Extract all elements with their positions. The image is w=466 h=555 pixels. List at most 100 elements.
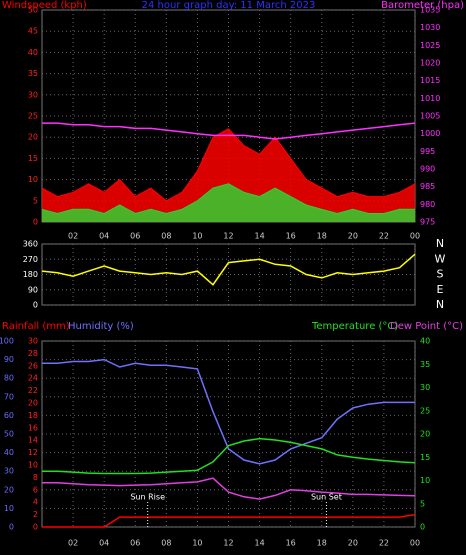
y2-tick-label: W bbox=[435, 252, 446, 265]
series-label: Temperature (°C) bbox=[311, 321, 398, 332]
y-tick-label: 50 bbox=[28, 6, 38, 15]
x-tick-label: 12 bbox=[223, 232, 233, 241]
y2-tick-label: N bbox=[436, 237, 444, 250]
x-tick-label: 14 bbox=[254, 539, 264, 548]
y2-tick-label: 30 bbox=[420, 383, 430, 392]
area bbox=[42, 183, 415, 222]
y-tick-label: 20 bbox=[28, 133, 38, 142]
y-tick-label: 25 bbox=[28, 112, 38, 121]
y3-tick-label: 8 bbox=[33, 473, 38, 482]
y-tick-label: 90 bbox=[28, 285, 38, 294]
line bbox=[42, 437, 416, 475]
line bbox=[42, 513, 416, 528]
y2-tick-label: 25 bbox=[420, 406, 430, 415]
x-tick-label: 02 bbox=[68, 232, 78, 241]
x-tick-label: 08 bbox=[161, 539, 171, 548]
line bbox=[41, 128, 416, 202]
y3-tick-label: 10 bbox=[28, 461, 38, 470]
y3-tick-label: 6 bbox=[33, 485, 38, 494]
series-label: Windspeed (kph) bbox=[2, 0, 87, 11]
y-tick-label: 10 bbox=[4, 504, 14, 513]
y3-tick-label: 24 bbox=[28, 374, 38, 383]
area bbox=[42, 128, 415, 222]
y3-tick-label: 28 bbox=[28, 349, 38, 358]
chart-title: 24 hour graph day: 11 March 2023 bbox=[142, 0, 316, 11]
y2-tick-label: 40 bbox=[420, 337, 430, 346]
y-tick-label: 60 bbox=[4, 411, 14, 420]
y-tick-label: 360 bbox=[23, 240, 38, 249]
y3-tick-label: 16 bbox=[28, 423, 38, 432]
y2-tick-label: 1000 bbox=[420, 129, 440, 138]
y2-tick-label: 10 bbox=[420, 476, 430, 485]
y2-tick-label: 1025 bbox=[420, 41, 440, 50]
y-tick-label: 80 bbox=[4, 374, 14, 383]
x-tick-label: 16 bbox=[286, 539, 296, 548]
y2-tick-label: 0 bbox=[420, 523, 425, 532]
y2-tick-label: 990 bbox=[420, 165, 435, 174]
y-tick-label: 30 bbox=[4, 467, 14, 476]
line bbox=[42, 477, 416, 500]
x-tick-label: 02 bbox=[68, 539, 78, 548]
x-tick-label: 18 bbox=[317, 539, 327, 548]
line bbox=[42, 358, 415, 465]
y2-tick-label: 980 bbox=[420, 200, 435, 209]
x-tick-label: 06 bbox=[130, 232, 140, 241]
y2-tick-label: 995 bbox=[420, 147, 435, 156]
y3-tick-label: 4 bbox=[33, 498, 38, 507]
y-tick-label: 50 bbox=[4, 430, 14, 439]
x-tick-label: 20 bbox=[348, 539, 358, 548]
line bbox=[41, 253, 416, 286]
y3-tick-label: 26 bbox=[28, 361, 38, 370]
y3-tick-label: 0 bbox=[33, 523, 38, 532]
series-label: Humidity (%) bbox=[68, 321, 134, 332]
x-tick-label: 04 bbox=[99, 232, 109, 241]
y-tick-label: 35 bbox=[28, 69, 38, 78]
y3-tick-label: 18 bbox=[28, 411, 38, 420]
annotation: Sun Rise bbox=[130, 493, 165, 502]
x-tick-label: 22 bbox=[379, 539, 389, 548]
annotation: Sun Set bbox=[311, 493, 342, 502]
y3-tick-label: 2 bbox=[33, 510, 38, 519]
y-tick-label: 20 bbox=[4, 485, 14, 494]
y-tick-label: 40 bbox=[28, 48, 38, 57]
x-tick-label: 08 bbox=[161, 232, 171, 241]
y-tick-label: 0 bbox=[33, 218, 38, 227]
y-tick-label: 90 bbox=[4, 355, 14, 364]
y2-tick-label: 1015 bbox=[420, 76, 440, 85]
y2-tick-label: 1020 bbox=[420, 59, 440, 68]
y-tick-label: 10 bbox=[28, 175, 38, 184]
x-tick-label: 04 bbox=[99, 539, 109, 548]
y-tick-label: 30 bbox=[28, 90, 38, 99]
y3-tick-label: 20 bbox=[28, 399, 38, 408]
x-tick-label: 10 bbox=[192, 539, 202, 548]
y-tick-label: 100 bbox=[0, 337, 14, 346]
y2-tick-label: E bbox=[437, 283, 444, 296]
x-tick-label: 12 bbox=[223, 539, 233, 548]
y-tick-label: 15 bbox=[28, 154, 38, 163]
y-tick-label: 5 bbox=[33, 196, 38, 205]
x-tick-label: 14 bbox=[254, 232, 264, 241]
y2-tick-label: 1035 bbox=[420, 6, 440, 15]
line bbox=[42, 122, 416, 140]
x-tick-label: 18 bbox=[317, 232, 327, 241]
y2-tick-label: N bbox=[436, 298, 444, 311]
series-label: Barometer (hpa) bbox=[381, 0, 464, 11]
y2-tick-label: 20 bbox=[420, 430, 430, 439]
y-tick-label: 270 bbox=[23, 255, 38, 264]
x-tick-label: 16 bbox=[286, 232, 296, 241]
x-tick-label: 22 bbox=[379, 232, 389, 241]
y-tick-label: 45 bbox=[28, 27, 38, 36]
y3-tick-label: 12 bbox=[28, 448, 38, 457]
x-tick-label: 00 bbox=[410, 539, 420, 548]
y2-tick-label: 1005 bbox=[420, 112, 440, 121]
x-tick-label: 20 bbox=[348, 232, 358, 241]
x-tick-label: 10 bbox=[192, 232, 202, 241]
y3-tick-label: 30 bbox=[28, 337, 38, 346]
y-tick-label: 0 bbox=[9, 523, 14, 532]
y2-tick-label: 1030 bbox=[420, 23, 440, 32]
y-tick-label: 40 bbox=[4, 448, 14, 457]
x-tick-label: 06 bbox=[130, 539, 140, 548]
y2-tick-label: 15 bbox=[420, 453, 430, 462]
